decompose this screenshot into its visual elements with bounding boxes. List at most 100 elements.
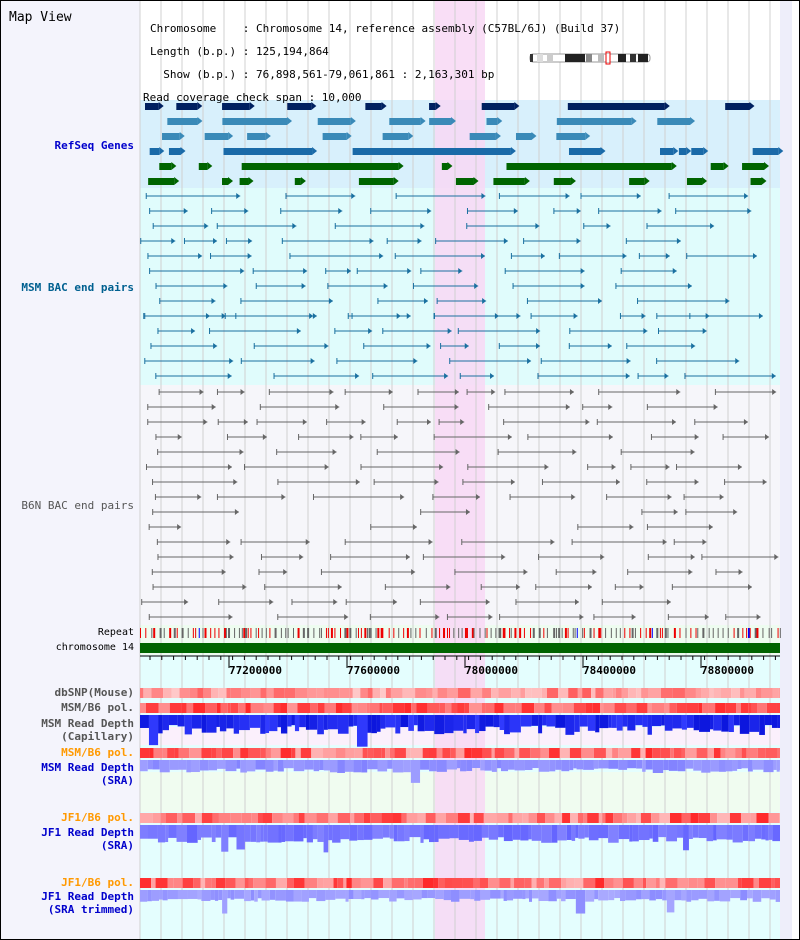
jf1-pol-cell (469, 813, 474, 823)
msm-pol-cell (169, 703, 182, 713)
msm-sra-depth-bar (403, 760, 411, 773)
jf1-sra-depth-bar (677, 825, 684, 838)
track-label-msm-depth-sra[interactable]: MSM Read Depth (SRA) (41, 761, 134, 787)
msm-bac-pair-end (211, 298, 216, 304)
b6n-bac-pair-end (694, 434, 699, 440)
jf1-trimmed-depth-bar (167, 890, 178, 900)
track-label-jf1-pol-trimmed[interactable]: JF1/B6 pol. (61, 876, 134, 889)
repeat-element (210, 628, 212, 638)
msm-pol-sra-cell (685, 748, 697, 758)
refseq-gene (710, 163, 724, 170)
jf1-trimmed-depth-bar (575, 890, 586, 914)
msm-bac-pair-end (672, 268, 677, 274)
refseq-gene (159, 163, 172, 170)
b6n-bac-pair-end (544, 464, 549, 470)
msm-pol-sra-cell (362, 748, 368, 758)
msm-capillary-depth-bar (713, 715, 722, 731)
dbsnp-cell (520, 688, 526, 698)
jf1-pol-cell (473, 813, 484, 823)
jf1-sra-depth-bar (221, 825, 229, 852)
msm-capillary-depth-bar (749, 715, 760, 732)
jf1-pol-trimmed-cell (407, 878, 415, 888)
dbsnp-cell (558, 688, 569, 698)
b6n-bac-pair-end (234, 509, 239, 515)
msm-capillary-depth-bar (309, 715, 318, 730)
msm-pol-sra-cell (240, 748, 249, 758)
msm-capillary-depth-bar (280, 715, 288, 734)
msm-pol-sra-cell (530, 748, 541, 758)
repeat-element (645, 628, 647, 638)
track-label-msm-pol[interactable]: MSM/B6 pol. (61, 701, 134, 714)
repeat-element (593, 628, 595, 638)
msm-pol-sra-cell (741, 748, 747, 758)
msm-pol-sra-cell (746, 748, 758, 758)
gene-strand-arrow (761, 177, 767, 185)
msm-pol-sra-cell (153, 748, 163, 758)
jf1-sra-depth-bar (608, 825, 619, 843)
jf1-pol-cell (512, 813, 523, 823)
msm-capillary-depth-bar (672, 715, 682, 729)
selected-region-highlight (435, 1, 485, 939)
b6n-bac-pair-end (361, 419, 366, 425)
msm-bac-pair-end (744, 193, 749, 199)
jf1-trimmed-depth-bar (147, 890, 152, 902)
track-label-b6n-bac[interactable]: B6N BAC end pairs (21, 499, 134, 512)
track-label-refseq[interactable]: RefSeq Genes (54, 139, 134, 152)
jf1-trimmed-depth-bar (747, 890, 753, 899)
msm-bac-pair-end (481, 193, 486, 199)
msm-capillary-depth-bar (733, 715, 740, 726)
dbsnp-cell (327, 688, 340, 698)
jf1-pol-cell (337, 813, 351, 823)
repeat-element (733, 628, 735, 638)
jf1-pol-cell (316, 813, 329, 823)
msm-sra-depth-bar (265, 760, 274, 772)
track-label-msm-bac[interactable]: MSM BAC end pairs (21, 281, 134, 294)
track-label-msm-pol-sra[interactable]: MSM/B6 pol. (61, 746, 134, 759)
jf1-pol-cell (756, 813, 769, 823)
jf1-pol-cell (230, 813, 242, 823)
msm-capillary-depth-bar (728, 715, 734, 733)
dbsnp-cell (713, 688, 721, 698)
track-label-msm-depth-capillary[interactable]: MSM Read Depth (Capillary) (41, 717, 134, 743)
msm-sra-depth-bar (460, 760, 467, 772)
msm-capillary-depth-bar (651, 715, 662, 727)
msm-sra-depth-bar (169, 760, 179, 770)
msm-bac-pair-end (636, 193, 641, 199)
track-label-jf1-pol[interactable]: JF1/B6 pol. (61, 811, 134, 824)
msm-bac-pair-end (458, 268, 463, 274)
gene-strand-arrow (450, 117, 456, 125)
jf1-pol-trimmed-cell (167, 878, 174, 888)
jf1-pol-cell (750, 813, 757, 823)
msm-pol-sra-cell (725, 748, 736, 758)
refseq-gene (247, 133, 266, 140)
dbsnp-cell (672, 688, 685, 698)
msm-pol-cell (280, 703, 288, 713)
repeat-element (695, 628, 697, 638)
repeat-element (510, 628, 512, 638)
jf1-trimmed-depth-bar (427, 890, 436, 899)
msm-pol-cell (457, 703, 465, 713)
gene-strand-arrow (393, 177, 399, 185)
msm-capillary-depth-bar (463, 715, 467, 734)
track-label-dbsnp[interactable]: dbSNP(Mouse) (54, 686, 134, 699)
msm-pol-sra-cell (640, 748, 646, 758)
msm-capillary-depth-bar (635, 715, 643, 726)
msm-bac-pair-end (247, 253, 252, 259)
jf1-pol-trimmed-cell (642, 878, 647, 888)
jf1-sra-depth-bar (260, 825, 264, 842)
dbsnp-cell (695, 688, 702, 698)
msm-pol-cell (145, 703, 159, 713)
track-label-jf1-depth-trimmed[interactable]: JF1 Read Depth (SRA trimmed) (41, 890, 134, 916)
b6n-bac-pair-end (507, 434, 512, 440)
jf1-pol-cell (496, 813, 509, 823)
repeat-element (382, 628, 384, 638)
jf1-sra-depth-bar (382, 825, 390, 838)
jf1-trimmed-depth-bar (585, 890, 595, 902)
b6n-bac-pair-end (600, 554, 605, 560)
msm-bac-pair-end (236, 193, 241, 199)
jf1-sra-depth-bar (713, 825, 717, 841)
refseq-gene (198, 163, 208, 170)
gene-strand-arrow (180, 147, 186, 155)
track-label-jf1-depth[interactable]: JF1 Read Depth (SRA) (41, 826, 134, 852)
